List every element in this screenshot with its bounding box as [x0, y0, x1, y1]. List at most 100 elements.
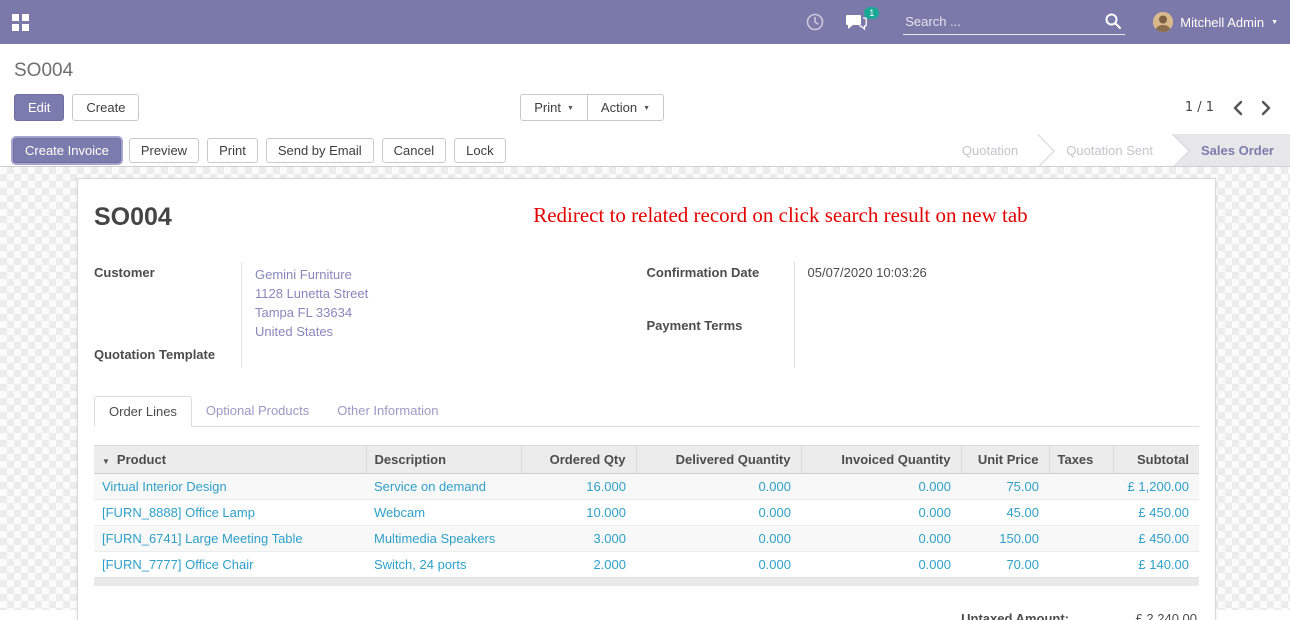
cell-delivered[interactable]: 0.000 — [636, 499, 801, 526]
cell-delivered[interactable]: 0.000 — [636, 551, 801, 577]
col-ordered-qty[interactable]: Ordered Qty — [520, 445, 636, 474]
cell-ordered[interactable]: 2.000 — [521, 551, 636, 577]
table-row[interactable]: [FURN_7777] Office Chair Switch, 24 port… — [94, 551, 1199, 577]
cell-ordered[interactable]: 16.000 — [521, 473, 636, 500]
confirmation-date-label: Confirmation Date — [646, 265, 760, 280]
user-menu[interactable]: Mitchell Admin ▼ — [1153, 12, 1278, 32]
payment-terms-value[interactable] — [793, 315, 1200, 368]
apps-menu-icon[interactable] — [12, 13, 29, 31]
activities-clock-icon[interactable] — [806, 13, 824, 31]
confirmation-date-value[interactable]: 05/07/2020 10:03:26 — [793, 262, 1200, 315]
col-taxes[interactable]: Taxes — [1048, 445, 1113, 474]
status-steps: Quotation Quotation Sent Sales Order — [933, 134, 1290, 166]
print-menu-button[interactable]: Print ▼ — [520, 94, 588, 121]
customer-label: Customer — [94, 265, 155, 280]
untaxed-amount-value: £ 2,240.00 — [1135, 611, 1197, 620]
pager-counter: 1 / 1 — [1184, 100, 1214, 115]
search-icon[interactable] — [1105, 13, 1122, 34]
col-description[interactable]: Description — [365, 445, 521, 474]
cell-invoiced[interactable]: 0.000 — [801, 499, 961, 526]
cell-product[interactable]: [FURN_6741] Large Meeting Table — [94, 525, 366, 552]
customer-name[interactable]: Gemini Furniture — [255, 267, 352, 282]
messages-icon[interactable]: 1 — [846, 6, 880, 31]
cell-taxes[interactable] — [1049, 525, 1113, 552]
annotation-text: Redirect to related record on click sear… — [533, 203, 1028, 227]
tab-order-lines[interactable]: Order Lines — [94, 396, 192, 427]
cell-subtotal[interactable]: £ 450.00 — [1113, 499, 1199, 526]
cell-product[interactable]: Virtual Interior Design — [94, 473, 366, 500]
pager-next-button[interactable] — [1261, 100, 1272, 116]
cell-taxes[interactable] — [1049, 473, 1113, 500]
cell-taxes[interactable] — [1049, 499, 1113, 526]
user-name: Mitchell Admin — [1180, 14, 1265, 30]
create-button[interactable]: Create — [72, 94, 140, 121]
cell-invoiced[interactable]: 0.000 — [801, 551, 961, 577]
action-menu-button[interactable]: Action ▼ — [586, 94, 664, 121]
print-button[interactable]: Print — [207, 137, 258, 163]
create-invoice-button[interactable]: Create Invoice — [13, 137, 121, 163]
customer-street: 1128 Lunetta Street — [255, 286, 369, 301]
optional-columns-icon[interactable]: ▼ — [102, 457, 110, 466]
tab-other-information[interactable]: Other Information — [337, 403, 439, 418]
col-unit-price[interactable]: Unit Price — [960, 445, 1049, 474]
breadcrumb: SO004 — [14, 60, 74, 81]
cell-subtotal[interactable]: £ 140.00 — [1113, 551, 1199, 577]
chevron-down-icon: ▼ — [1271, 18, 1278, 26]
table-row[interactable]: [FURN_6741] Large Meeting Table Multimed… — [94, 525, 1199, 552]
cell-taxes[interactable] — [1049, 551, 1113, 577]
cell-product[interactable]: [FURN_7777] Office Chair — [94, 551, 366, 577]
send-by-email-button[interactable]: Send by Email — [265, 137, 374, 163]
cell-delivered[interactable]: 0.000 — [636, 525, 801, 552]
cell-description[interactable]: Switch, 24 ports — [366, 551, 521, 577]
cell-description[interactable]: Service on demand — [366, 473, 521, 500]
message-count-badge: 1 — [864, 6, 880, 19]
record-title: SO004 — [94, 203, 172, 231]
avatar — [1153, 12, 1174, 32]
status-step-quotation[interactable]: Quotation — [933, 134, 1039, 166]
field-column-right: Confirmation Date 05/07/2020 10:03:26 Pa… — [647, 262, 1200, 368]
customer-country: United States — [255, 324, 334, 339]
col-invoiced-qty[interactable]: Invoiced Quantity — [800, 445, 961, 474]
quotation-template-value[interactable] — [241, 344, 647, 368]
status-step-quotation-sent[interactable]: Quotation Sent — [1038, 134, 1173, 166]
col-product[interactable]: ▼ Product — [94, 445, 366, 474]
cell-description[interactable]: Multimedia Speakers — [366, 525, 521, 552]
untaxed-amount-label: Untaxed Amount: — [961, 611, 1069, 620]
cell-delivered[interactable]: 0.000 — [636, 473, 801, 500]
table-row[interactable]: [FURN_8888] Office Lamp Webcam 10.000 0.… — [94, 499, 1199, 526]
cell-invoiced[interactable]: 0.000 — [801, 473, 961, 500]
status-step-sales-order[interactable]: Sales Order — [1173, 134, 1290, 166]
table-row[interactable]: Virtual Interior Design Service on deman… — [94, 473, 1199, 500]
col-subtotal[interactable]: Subtotal — [1112, 445, 1199, 474]
form-sheet: SO004 Redirect to related record on clic… — [77, 178, 1216, 620]
preview-button[interactable]: Preview — [128, 137, 200, 163]
cell-ordered[interactable]: 3.000 — [521, 525, 636, 552]
quotation-template-label: Quotation Template — [94, 347, 216, 362]
table-footer-strip — [94, 577, 1199, 586]
field-column-left: Customer Gemini Furniture 1128 Lunetta S… — [94, 262, 647, 368]
cell-unit-price[interactable]: 150.00 — [961, 525, 1049, 552]
pager-previous-button[interactable] — [1232, 100, 1243, 116]
lock-button[interactable]: Lock — [454, 137, 506, 163]
cell-ordered[interactable]: 10.000 — [521, 499, 636, 526]
table-header-row: ▼ Product Description Ordered Qty Deliver… — [94, 445, 1199, 474]
statusbar: Create Invoice Preview Print Send by Ema… — [0, 134, 1290, 167]
cell-description[interactable]: Webcam — [366, 499, 521, 526]
cell-unit-price[interactable]: 45.00 — [961, 499, 1049, 526]
cell-product[interactable]: [FURN_8888] Office Lamp — [94, 499, 366, 526]
top-navbar: 1 Mitchell Admin ▼ — [0, 0, 1290, 44]
cancel-button[interactable]: Cancel — [381, 137, 447, 163]
customer-value[interactable]: Gemini Furniture 1128 Lunetta Street Tam… — [241, 262, 647, 344]
form-view-background: SO004 Redirect to related record on clic… — [0, 167, 1290, 620]
cell-invoiced[interactable]: 0.000 — [801, 525, 961, 552]
cell-subtotal[interactable]: £ 1,200.00 — [1113, 473, 1199, 500]
cell-unit-price[interactable]: 75.00 — [961, 473, 1049, 500]
search-input[interactable] — [903, 9, 1126, 35]
cell-subtotal[interactable]: £ 450.00 — [1113, 525, 1199, 552]
tab-optional-products[interactable]: Optional Products — [205, 403, 310, 418]
col-delivered-qty[interactable]: Delivered Quantity — [635, 445, 801, 474]
cell-unit-price[interactable]: 70.00 — [961, 551, 1049, 577]
totals-section: Untaxed Amount: £ 2,240.00 — [94, 611, 1199, 620]
edit-button[interactable]: Edit — [14, 94, 65, 121]
chevron-down-icon: ▼ — [643, 105, 650, 112]
